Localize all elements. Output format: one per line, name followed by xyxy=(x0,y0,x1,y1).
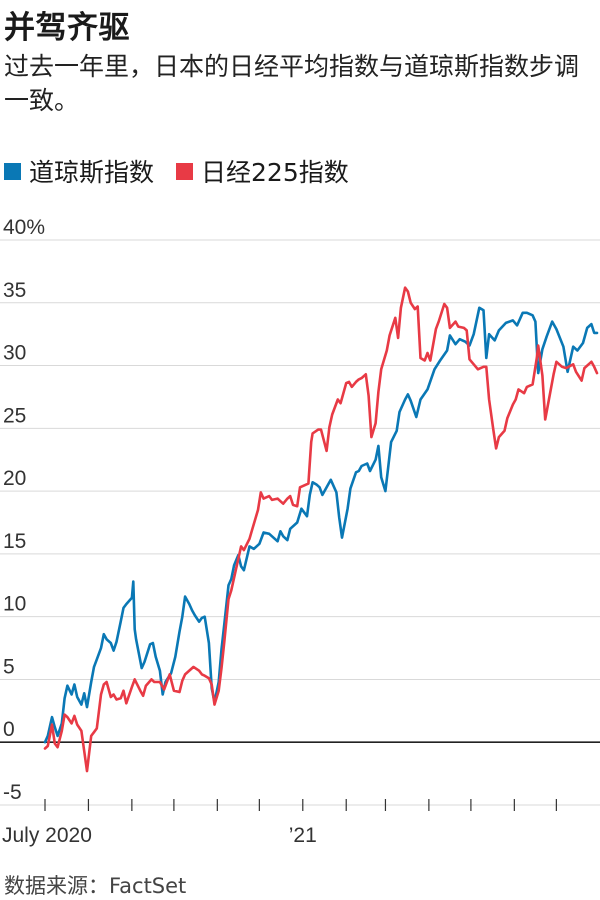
legend-item-dow: 道琼斯指数 xyxy=(4,153,154,189)
legend: 道琼斯指数 日经225指数 xyxy=(4,153,349,189)
legend-label-nikkei: 日经225指数 xyxy=(201,158,349,187)
line-chart: 40% 35 30 25 20 15 10 5 0 -5 July 2020 ’21 xyxy=(0,216,600,847)
gridlines xyxy=(0,239,600,806)
y-tick-label: 10 xyxy=(3,593,26,616)
x-tick-label: July 2020 xyxy=(2,824,92,847)
x-axis: July 2020 ’21 xyxy=(2,799,557,847)
series-line-nikkei xyxy=(43,286,599,773)
y-tick-label: 25 xyxy=(3,404,26,427)
chart-subtitle: 过去一年里，日本的日经平均指数与道琼斯指数步调一致。 xyxy=(4,52,580,115)
chart-title: 并驾齐驱 xyxy=(4,10,130,46)
legend-swatch-nikkei xyxy=(176,162,194,180)
y-tick-label: 0 xyxy=(3,718,15,741)
x-tick-label: ’21 xyxy=(289,824,317,847)
y-tick-label: -5 xyxy=(3,781,22,804)
legend-item-nikkei: 日经225指数 xyxy=(176,153,349,189)
source-note: 数据来源：FactSet xyxy=(4,874,187,898)
y-tick-label: 40% xyxy=(3,216,45,239)
y-tick-label: 15 xyxy=(3,530,26,553)
y-tick-label: 30 xyxy=(3,342,26,365)
series-lines xyxy=(43,286,599,773)
legend-label-dow: 道琼斯指数 xyxy=(29,158,155,187)
y-tick-label: 20 xyxy=(3,467,26,490)
y-tick-label: 35 xyxy=(3,279,26,302)
legend-swatch-dow xyxy=(4,162,21,180)
y-tick-label: 5 xyxy=(3,655,15,678)
series-line-dow xyxy=(43,306,599,744)
y-axis-tick-labels: 40% 35 30 25 20 15 10 5 0 -5 xyxy=(3,216,45,804)
